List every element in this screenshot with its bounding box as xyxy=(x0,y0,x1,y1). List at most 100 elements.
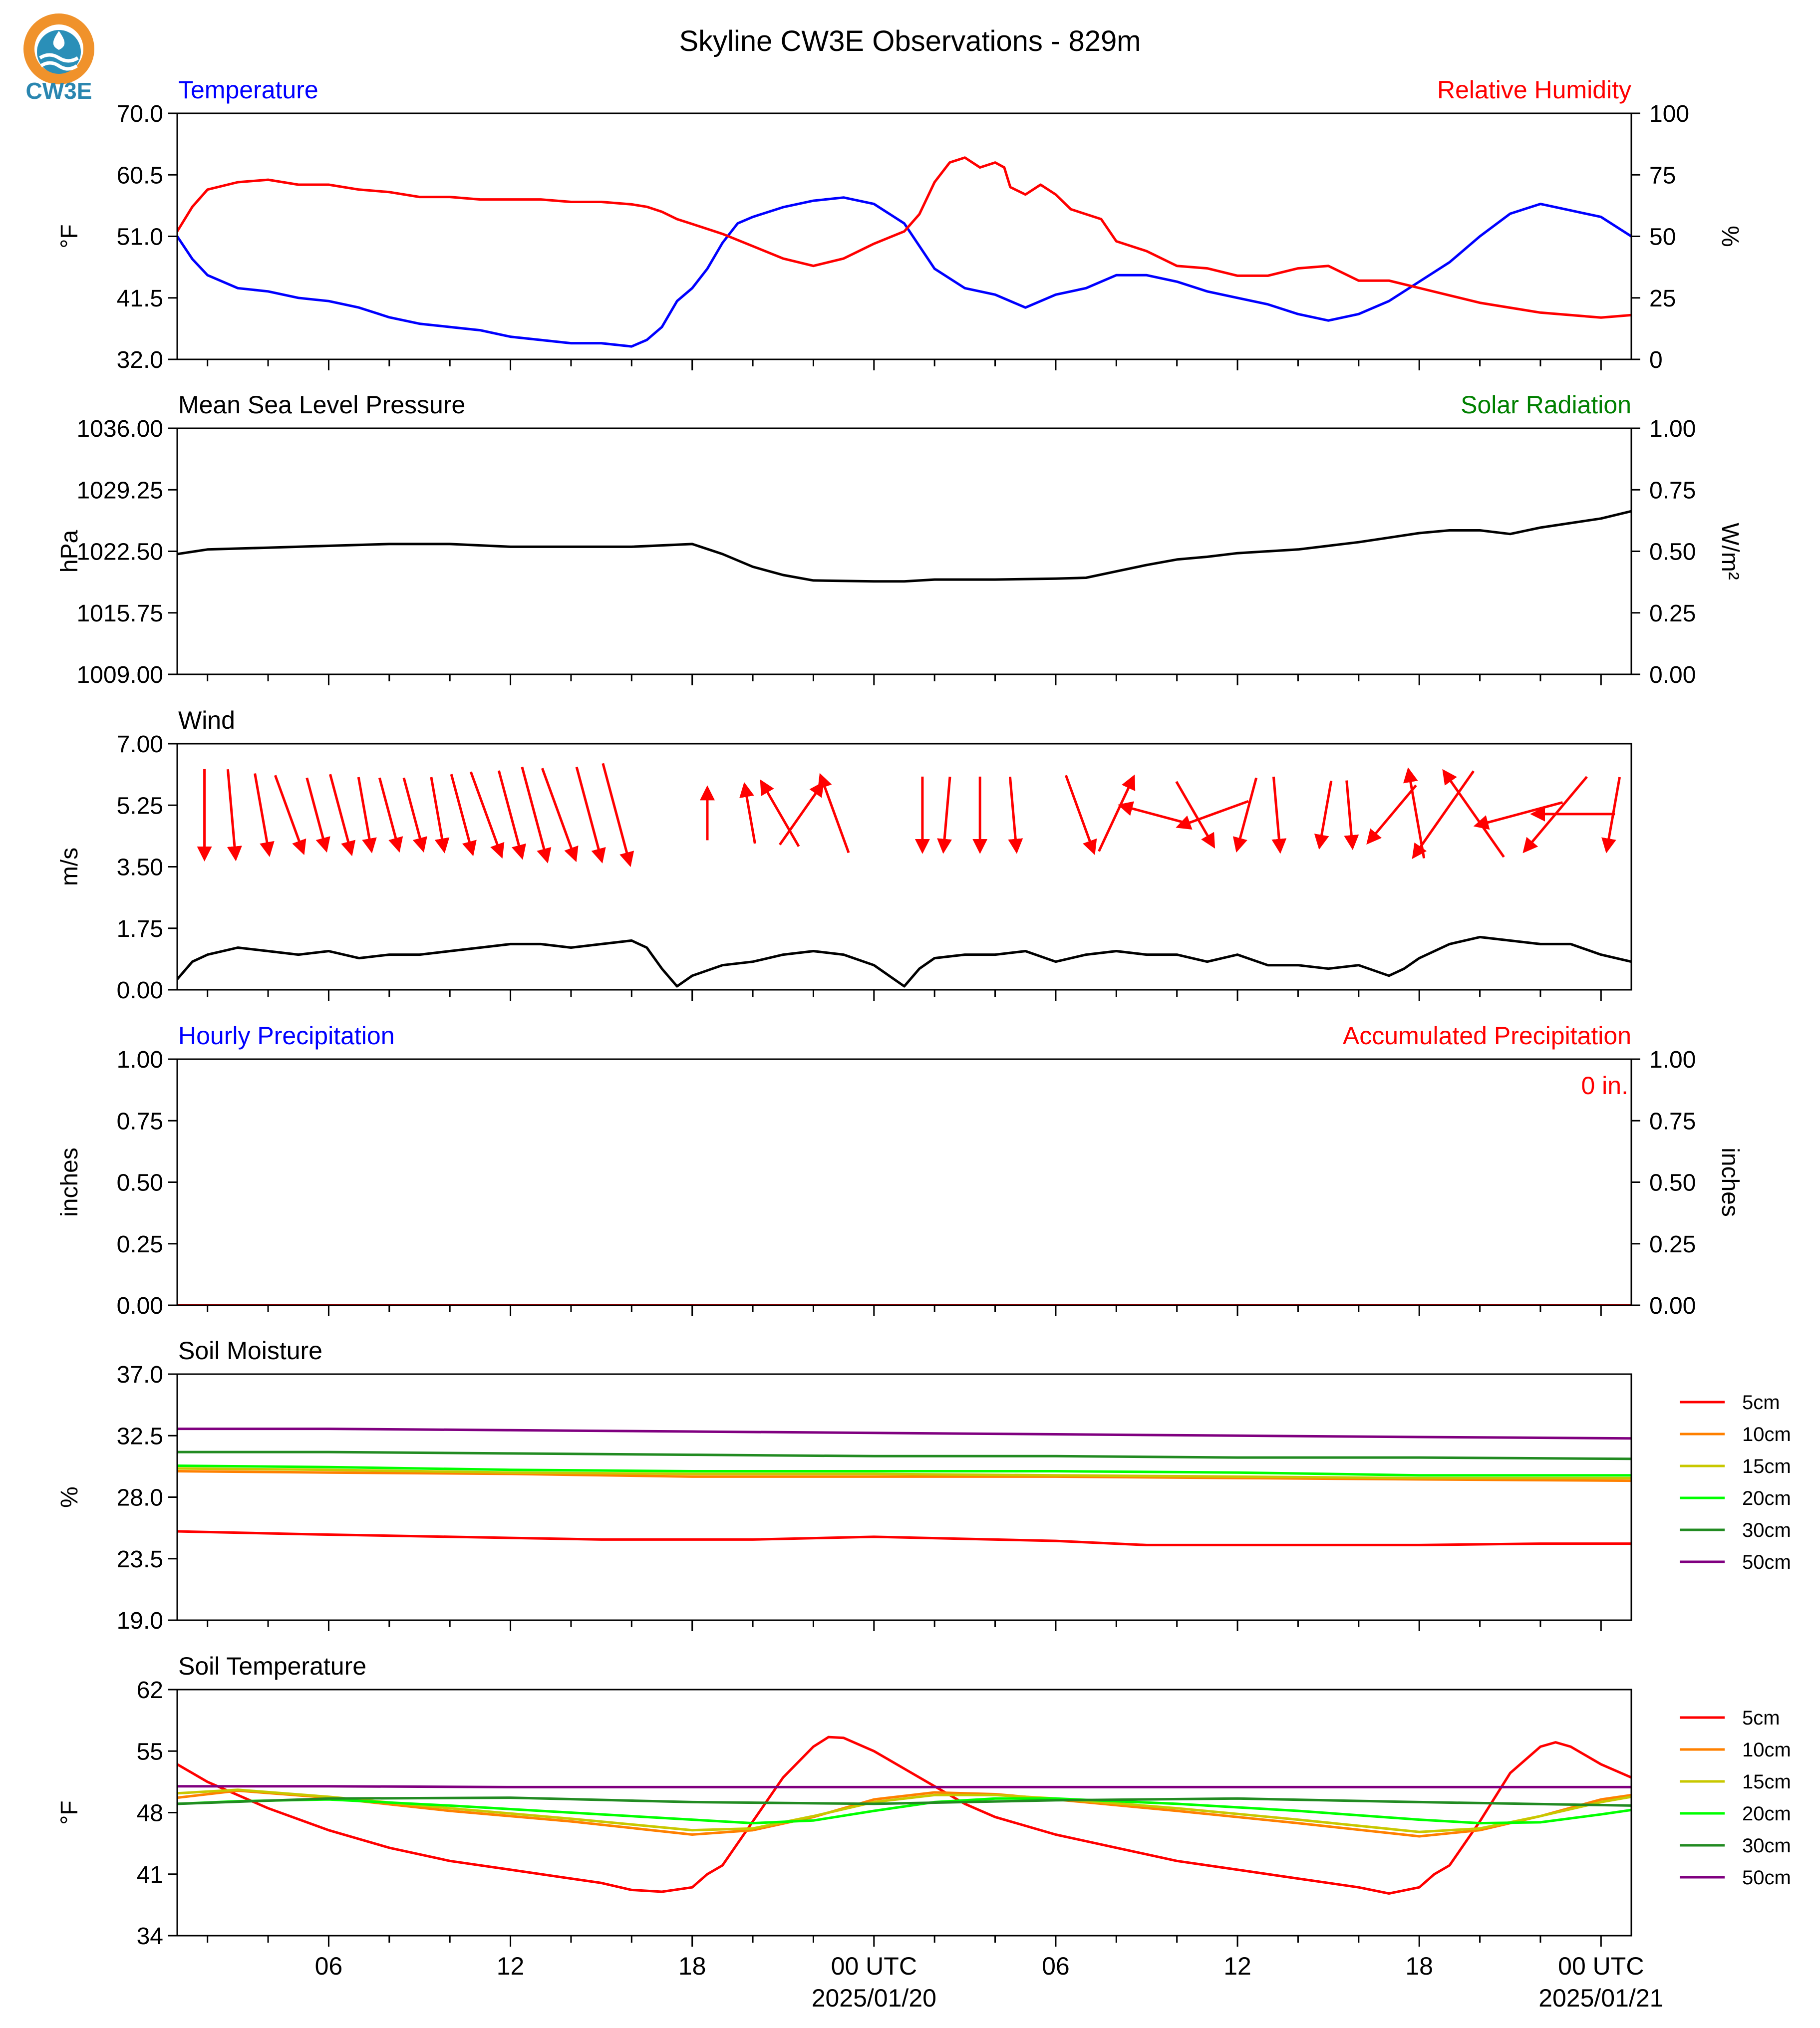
legend-label: 50cm xyxy=(1742,1551,1791,1573)
y-axis-label: hPa xyxy=(56,530,83,573)
wind-arrow xyxy=(1344,780,1359,851)
wind-arrow xyxy=(305,777,330,853)
wind-arrow xyxy=(602,763,634,868)
plot-frame xyxy=(176,112,1632,360)
series-line-0 xyxy=(177,510,1631,583)
y-right-tick-label: 1.00 xyxy=(1649,1047,1696,1073)
panel-title-right: Solar Radiation xyxy=(1461,391,1631,419)
wind-arrow xyxy=(779,781,825,846)
wind-arrow xyxy=(739,782,756,844)
y-tick-label: 1022.50 xyxy=(76,539,163,566)
legend-label: 20cm xyxy=(1742,1487,1791,1509)
wind-arrow xyxy=(1064,775,1097,856)
x-tick-label: 06 xyxy=(315,1952,343,1980)
legend-label: 10cm xyxy=(1742,1424,1791,1446)
y-tick-label: 37.0 xyxy=(117,1362,163,1388)
accumulated-annotation: 0 in. xyxy=(1581,1072,1628,1100)
y-tick-label: 62 xyxy=(137,1677,163,1704)
wind-arrow xyxy=(1601,777,1621,854)
y-right-tick-label: 0.50 xyxy=(1649,539,1696,566)
y-tick-label: 7.00 xyxy=(117,731,163,758)
cw3e-logo: CW3E xyxy=(23,13,94,104)
wind-arrow xyxy=(541,768,579,863)
y-right-tick-label: 75 xyxy=(1649,162,1676,189)
y-tick-label: 28.0 xyxy=(117,1485,163,1511)
series-line-0 xyxy=(177,196,1631,348)
y-tick-label: 19.0 xyxy=(117,1608,163,1634)
wind-arrow xyxy=(497,770,526,860)
wind-arrow xyxy=(1271,776,1287,854)
series-group xyxy=(177,1428,1631,1546)
series-line-30cm xyxy=(177,1796,1631,1807)
legend-label: 5cm xyxy=(1742,1392,1780,1414)
wind-arrow xyxy=(521,767,552,864)
wind-arrow xyxy=(1442,769,1505,858)
y-right-axis-label: % xyxy=(1717,226,1743,247)
panel-pressure: 1036.00 1029.25 1022.50 1015.75 1009.00 1.00 0… xyxy=(56,391,1743,688)
y-tick-label: 0.50 xyxy=(117,1170,163,1196)
y-tick-label: 48 xyxy=(137,1800,163,1827)
y-right-tick-label: 1.00 xyxy=(1649,416,1696,442)
wind-arrow xyxy=(1473,801,1563,830)
y-tick-label: 32.0 xyxy=(117,347,163,373)
wind-arrow xyxy=(1008,776,1023,854)
series-group xyxy=(177,1736,1631,1895)
panel-title: Wind xyxy=(178,706,235,734)
x-tick-label: 12 xyxy=(1223,1952,1251,1980)
y-tick-label: 41.5 xyxy=(117,286,163,312)
panel-soil_moisture: 37.0 32.5 28.0 23.5 19.0% Soil Moisture 5cm 10c… xyxy=(56,1337,1791,1634)
wind-arrow xyxy=(1176,800,1249,830)
series-line-15cm xyxy=(177,1467,1631,1479)
series-group xyxy=(177,510,1631,583)
legend-label: 15cm xyxy=(1742,1455,1791,1477)
y-axis-label: °F xyxy=(56,224,83,249)
wind-arrow xyxy=(402,777,427,853)
figure-title: Skyline CW3E Observations - 829m xyxy=(679,25,1141,57)
panel-soil_temperature: 62 55 48 41 34 °F Soil Temperature 5cm 10cm 15cm 2… xyxy=(56,1652,1791,2012)
legend-label: 10cm xyxy=(1742,1739,1791,1761)
wind-arrow xyxy=(818,773,850,854)
wind-arrow xyxy=(469,771,505,859)
wind-arrow xyxy=(357,777,377,854)
y-tick-label: 1.75 xyxy=(117,916,163,942)
wind-arrow xyxy=(254,773,275,858)
wind-arrow xyxy=(1232,777,1258,853)
wind-arrow xyxy=(760,779,800,848)
legend: 5cm 10cm 15cm 20cm 30cm 50cm xyxy=(1680,1392,1791,1573)
series-line-0 xyxy=(177,935,1631,988)
x-tick-label: 06 xyxy=(1042,1952,1070,1980)
series-line-10cm xyxy=(177,1789,1631,1838)
plot-frame xyxy=(176,1689,1632,1937)
chart-panels: 70.0 60.5 51.0 41.5 32.0 100 75 50 25 0 °F % Tempera… xyxy=(56,76,1791,2012)
wind-arrow xyxy=(1118,801,1186,824)
series-line-50cm xyxy=(177,1785,1631,1788)
series-line-15cm xyxy=(177,1788,1631,1833)
y-tick-label: 1029.25 xyxy=(76,477,163,504)
panel-title-right: Accumulated Precipitation xyxy=(1343,1022,1631,1050)
wind-arrow xyxy=(430,777,450,854)
y-tick-label: 0.75 xyxy=(117,1108,163,1135)
y-right-axis-label: W/m² xyxy=(1717,523,1743,580)
x-tick-label: 00 UTC xyxy=(831,1952,917,1980)
cw3e-logo-icon xyxy=(23,13,94,84)
y-right-tick-label: 0.75 xyxy=(1649,477,1696,504)
legend-label: 20cm xyxy=(1742,1803,1791,1825)
y-tick-label: 32.5 xyxy=(117,1423,163,1449)
wind-arrow xyxy=(328,774,356,857)
y-tick-label: 23.5 xyxy=(117,1546,163,1573)
wind-arrow xyxy=(1366,784,1417,845)
panel-title: Soil Temperature xyxy=(178,1652,366,1680)
y-right-tick-label: 0.25 xyxy=(1649,1231,1696,1258)
wind-arrow xyxy=(274,775,306,856)
panel-temp_rh: 70.0 60.5 51.0 41.5 32.0 100 75 50 25 0 °F % Tempera… xyxy=(56,76,1743,373)
legend: 5cm 10cm 15cm 20cm 30cm 50cm xyxy=(1680,1707,1791,1889)
panel-title: Temperature xyxy=(178,76,318,104)
y-tick-label: 34 xyxy=(137,1923,163,1950)
wind-arrow xyxy=(226,769,242,862)
series-line-5cm xyxy=(177,1736,1631,1895)
panel-precip: 1.00 0.75 0.50 0.25 0.00 1.00 0.75 0.50 0.25 0.00… xyxy=(56,1022,1743,1319)
legend-label: 30cm xyxy=(1742,1835,1791,1857)
wind-arrow xyxy=(1098,774,1136,852)
y-axis-label: m/s xyxy=(56,848,83,886)
